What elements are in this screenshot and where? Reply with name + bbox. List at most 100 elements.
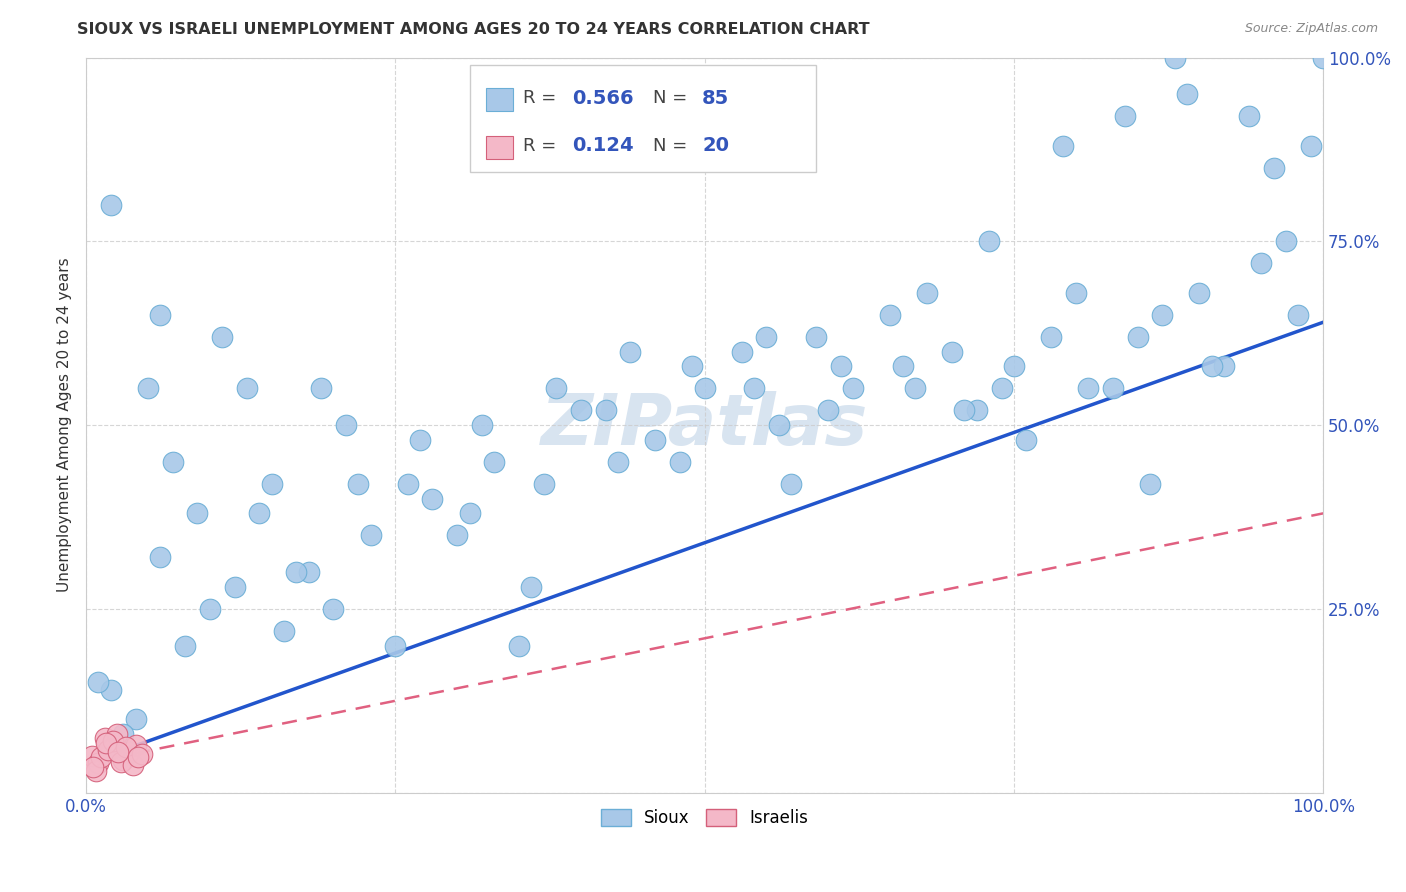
Point	[87, 675, 110, 690]
Point	[1039, 330, 1062, 344]
Point	[595, 403, 617, 417]
Point	[693, 381, 716, 395]
Point	[87, 756, 110, 771]
Point	[124, 738, 146, 752]
Point	[273, 624, 295, 638]
Point	[93, 731, 115, 745]
Point	[82, 760, 104, 774]
Point	[1139, 477, 1161, 491]
Point	[990, 381, 1012, 395]
Point	[1286, 308, 1309, 322]
Point	[1163, 51, 1185, 65]
Point	[1263, 161, 1285, 175]
Point	[842, 381, 865, 395]
Point	[742, 381, 765, 395]
Point	[107, 745, 129, 759]
Point	[1052, 139, 1074, 153]
Point	[186, 507, 208, 521]
Point	[1114, 110, 1136, 124]
Point	[1064, 285, 1087, 300]
Point	[891, 359, 914, 374]
Point	[298, 565, 321, 579]
Point	[90, 750, 112, 764]
Point	[1201, 359, 1223, 374]
Point	[546, 381, 568, 395]
Point	[1077, 381, 1099, 395]
Point	[309, 381, 332, 395]
Point	[1250, 256, 1272, 270]
Text: ZIPatlas: ZIPatlas	[541, 391, 869, 459]
Point	[260, 477, 283, 491]
Point	[124, 712, 146, 726]
Point	[1175, 87, 1198, 102]
Point	[520, 580, 543, 594]
Point	[94, 736, 117, 750]
Text: 0.124: 0.124	[572, 136, 634, 155]
Point	[533, 477, 555, 491]
Point	[1213, 359, 1236, 374]
Point	[114, 740, 136, 755]
Point	[347, 477, 370, 491]
Point	[100, 197, 122, 211]
Point	[322, 602, 344, 616]
Point	[409, 433, 432, 447]
Point	[247, 507, 270, 521]
Point	[127, 750, 149, 764]
Point	[103, 734, 125, 748]
Legend: Sioux, Israelis: Sioux, Israelis	[592, 801, 817, 836]
Point	[360, 528, 382, 542]
Point	[681, 359, 703, 374]
Text: R =: R =	[523, 89, 555, 107]
Point	[396, 477, 419, 491]
Point	[1152, 308, 1174, 322]
Point	[731, 344, 754, 359]
Point	[755, 330, 778, 344]
Point	[953, 403, 976, 417]
Point	[100, 682, 122, 697]
Point	[471, 418, 494, 433]
Point	[422, 491, 444, 506]
Text: N =: N =	[652, 89, 688, 107]
Point	[917, 285, 939, 300]
Point	[569, 403, 592, 417]
Point	[941, 344, 963, 359]
Point	[1015, 433, 1038, 447]
Point	[149, 550, 172, 565]
Point	[118, 745, 141, 759]
FancyBboxPatch shape	[485, 87, 513, 112]
Point	[458, 507, 481, 521]
Point	[384, 639, 406, 653]
Text: 0.566: 0.566	[572, 88, 634, 108]
Point	[84, 764, 107, 778]
Point	[669, 455, 692, 469]
Point	[484, 455, 506, 469]
Point	[446, 528, 468, 542]
Point	[131, 747, 153, 762]
Point	[1275, 235, 1298, 249]
Point	[211, 330, 233, 344]
Point	[105, 727, 128, 741]
Point	[979, 235, 1001, 249]
Point	[224, 580, 246, 594]
Text: N =: N =	[652, 136, 688, 155]
Point	[607, 455, 630, 469]
Point	[97, 743, 120, 757]
Text: SIOUX VS ISRAELI UNEMPLOYMENT AMONG AGES 20 TO 24 YEARS CORRELATION CHART: SIOUX VS ISRAELI UNEMPLOYMENT AMONG AGES…	[77, 22, 870, 37]
Point	[285, 565, 308, 579]
Y-axis label: Unemployment Among Ages 20 to 24 years: Unemployment Among Ages 20 to 24 years	[58, 258, 72, 592]
Text: R =: R =	[523, 136, 555, 155]
Point	[768, 418, 790, 433]
Point	[904, 381, 927, 395]
Point	[619, 344, 641, 359]
Point	[100, 741, 122, 756]
FancyBboxPatch shape	[485, 136, 513, 159]
Point	[1002, 359, 1025, 374]
Point	[149, 308, 172, 322]
Text: 20: 20	[702, 136, 730, 155]
Point	[136, 381, 159, 395]
Point	[817, 403, 839, 417]
Point	[780, 477, 803, 491]
Point	[966, 403, 988, 417]
FancyBboxPatch shape	[470, 65, 815, 171]
Point	[830, 359, 852, 374]
